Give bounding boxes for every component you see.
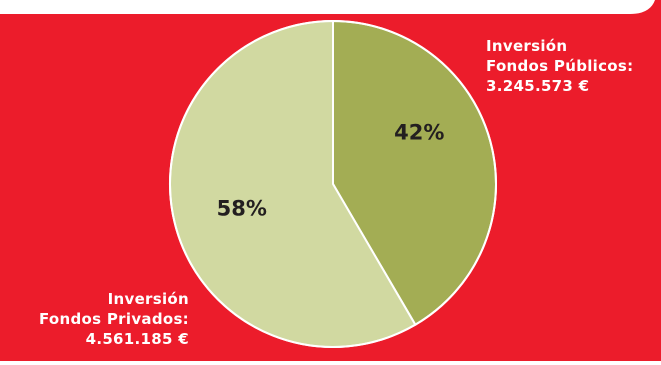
slice-label-line: Inversión xyxy=(107,290,189,308)
slice-value-label: 4.561.185 € xyxy=(85,330,189,348)
pie: 42% 58% xyxy=(169,19,497,348)
slice-label-line: Fondos Privados: xyxy=(38,310,189,328)
slice-percent-label: 42% xyxy=(394,120,444,144)
slice-percent-label: 58% xyxy=(217,197,267,221)
slice-label-fondos-privados: Inversión Fondos Privados: 4.561.185 € xyxy=(39,289,189,349)
slice-label-line: Fondos Públicos: xyxy=(486,57,634,75)
slice-value-label: 3.245.573 € xyxy=(486,77,590,95)
pie-outline xyxy=(169,20,497,348)
slice-label-line: Inversión xyxy=(486,37,568,55)
slice-label-fondos-publicos: Inversión Fondos Públicos: 3.245.573 € xyxy=(486,36,633,96)
header-tab xyxy=(0,0,655,14)
